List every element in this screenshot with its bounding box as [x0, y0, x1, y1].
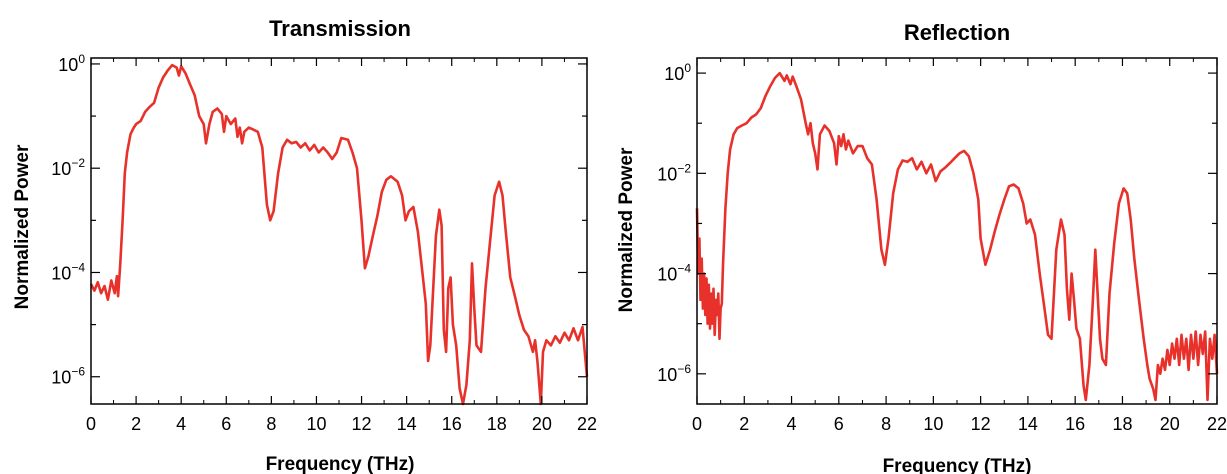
y-tick-label: 10−4: [657, 262, 691, 285]
x-tick-label: 10: [923, 414, 943, 434]
y-axis-label: Normalized Power: [616, 147, 637, 312]
x-axis-label: Frequency (THz): [883, 456, 1032, 474]
y-tick-label: 10−6: [51, 365, 85, 388]
y-ticks: 100 10−2 10−4 10−6: [51, 52, 587, 388]
y-tick-label: 10−2: [51, 156, 85, 179]
y-tick-label: 10−6: [657, 362, 691, 385]
data-series: [697, 73, 1217, 400]
y-tick-label: 10−4: [51, 260, 85, 283]
x-tick-label: 0: [86, 414, 96, 434]
plot-frame: [91, 58, 587, 404]
y-tick-label: 100: [58, 52, 85, 75]
x-tick-label: 2: [739, 414, 749, 434]
x-tick-label: 4: [176, 414, 186, 434]
y-tick-label: 100: [664, 61, 691, 84]
x-tick-label: 14: [397, 414, 417, 434]
x-tick-label: 16: [1065, 414, 1085, 434]
data-series: [91, 65, 587, 404]
reflection-chart: Reflection Frequency (THz) Normalized Po…: [616, 20, 1227, 474]
y-tick-label: 10−2: [657, 161, 691, 184]
x-tick-label: 14: [1018, 414, 1038, 434]
x-tick-label: 10: [306, 414, 326, 434]
x-ticks: 0 2 4 6 8 10 12 14 16 18 20 22: [86, 58, 597, 434]
chart-title: Transmission: [269, 16, 411, 41]
y-axis-label: Normalized Power: [12, 144, 33, 309]
x-tick-label: 8: [266, 414, 276, 434]
x-tick-label: 2: [131, 414, 141, 434]
plot-frame: [697, 58, 1217, 404]
series-line: [91, 65, 587, 404]
x-axis-label: Frequency (THz): [266, 454, 415, 474]
x-tick-label: 6: [221, 414, 231, 434]
x-tick-label: 22: [1207, 414, 1227, 434]
series-line: [697, 73, 1217, 400]
x-tick-label: 20: [1160, 414, 1180, 434]
x-tick-label: 20: [532, 414, 552, 434]
plot-area: 0 2 4 6 8 10 12 14 16 18 20 22 100 10−2 10−4 10−6: [657, 58, 1227, 434]
x-ticks: 0 2 4 6 8 10 12 14 16 18 20 22: [692, 58, 1227, 434]
x-tick-label: 12: [971, 414, 991, 434]
y-ticks: 100 10−2 10−4 10−6: [657, 61, 1217, 385]
x-tick-label: 6: [834, 414, 844, 434]
x-tick-label: 8: [881, 414, 891, 434]
chart-title: Reflection: [904, 20, 1010, 45]
plot-area: 0 2 4 6 8 10 12 14 16 18 20 22 100 10−2 10−4 10−6: [51, 52, 597, 434]
x-tick-label: 12: [352, 414, 372, 434]
transmission-chart: Transmission Frequency (THz) Normalized …: [12, 16, 597, 474]
x-tick-label: 4: [787, 414, 797, 434]
x-tick-label: 22: [577, 414, 597, 434]
x-tick-label: 16: [442, 414, 462, 434]
x-tick-label: 0: [692, 414, 702, 434]
x-tick-label: 18: [487, 414, 507, 434]
x-tick-label: 18: [1112, 414, 1132, 434]
